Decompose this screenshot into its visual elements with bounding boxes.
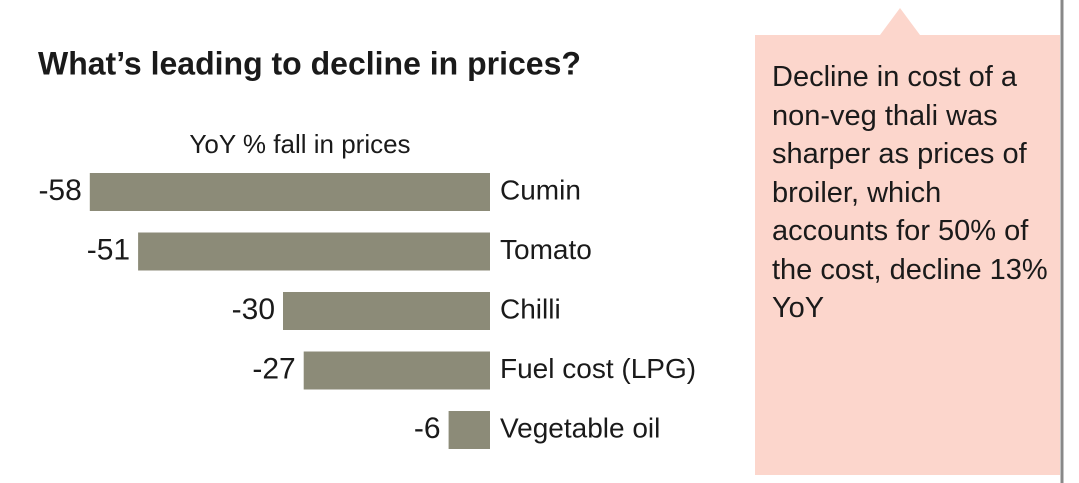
bar — [448, 411, 490, 449]
category-label: Tomato — [500, 234, 592, 265]
category-label: Vegetable oil — [500, 412, 660, 443]
chart-title: What’s leading to decline in prices? — [38, 45, 581, 81]
annotation: Decline in cost of a non-veg thali was s… — [772, 61, 1048, 324]
bar — [283, 292, 490, 330]
callout-box — [755, 8, 1060, 475]
bar — [89, 173, 491, 211]
chart-subtitle: YoY % fall in prices — [189, 129, 410, 159]
bar — [303, 351, 490, 390]
category-label: Fuel cost (LPG) — [500, 353, 696, 384]
value-label: -6 — [414, 412, 441, 445]
category-label: Cumin — [500, 174, 581, 205]
value-label: -58 — [38, 174, 81, 207]
bar — [138, 232, 490, 271]
value-label: -30 — [232, 293, 275, 326]
value-label: -51 — [87, 233, 130, 266]
value-label: -27 — [252, 352, 295, 385]
category-label: Chilli — [500, 293, 561, 324]
